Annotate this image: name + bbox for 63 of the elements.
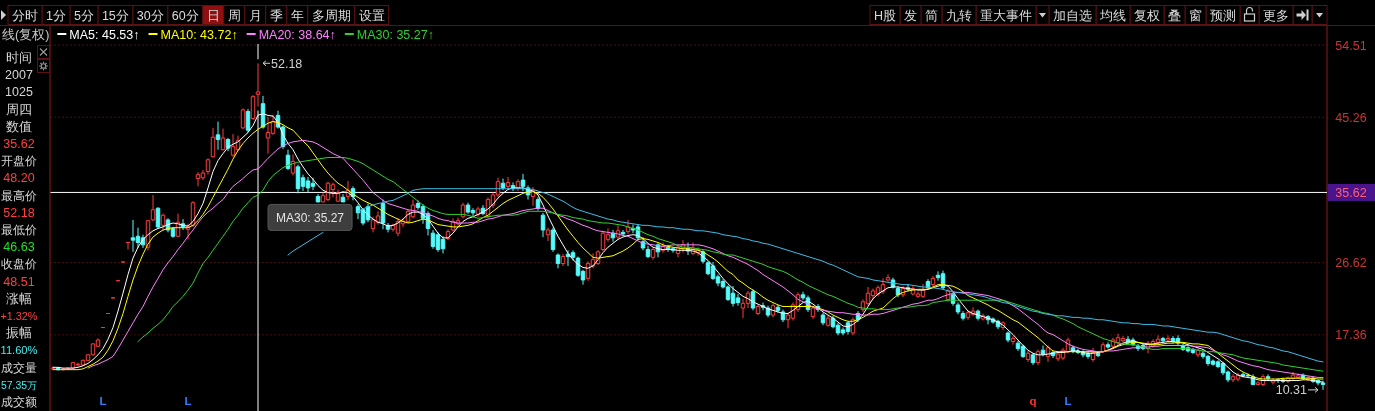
text: 复权 [1134,9,1160,23]
text: 35.62 [3,137,35,151]
ref-line-label: 35.62 [1335,185,1367,200]
text: 1025 [5,85,33,100]
annotation: L [99,395,107,407]
annotation: 52.18 [271,56,303,71]
text: 成交额 [1,395,37,409]
text: 叠 [1168,9,1181,23]
text: 季 [269,9,283,23]
text: 数值 [6,119,32,134]
text: 46.63 [3,240,35,255]
text: 最低价 [1,223,37,237]
text: 年 [290,9,304,23]
text: 九转 [946,9,972,23]
text: 设置 [358,9,385,23]
legend-label: MA20: 38.64↑ [258,27,336,42]
text: 加自选 [1053,9,1092,23]
text: 60分 [171,9,199,23]
text: +1.32% [0,310,38,322]
annotation: q [1029,395,1037,407]
text: 多周期 [311,9,351,23]
text: 分时 [12,9,38,23]
text: 简 [925,9,938,23]
y-tick-label: 17.36 [1335,328,1367,343]
text: 时间 [6,51,32,65]
annotation: 10.31 [1275,383,1308,398]
text: 线(复权) [2,27,50,42]
text: 日 [206,9,220,23]
text: 预测 [1210,9,1236,23]
text: 52.18 [3,205,35,220]
text: 周四 [6,102,32,117]
text: 最高价 [1,188,37,203]
annotation: L [184,395,192,407]
text: 48.51 [3,274,35,289]
legend-label: MA5: 45.53↑ [69,27,140,42]
text: 更多 [1263,9,1289,23]
text: 周 [227,9,241,23]
text: 1分 [46,9,66,23]
text: 涨幅 [6,291,32,306]
text: 15分 [101,9,129,23]
text: 开盘价 [1,154,37,169]
annotation: L [1064,395,1072,407]
text: 发 [904,9,917,23]
text: 收盘价 [1,257,37,272]
text: 57.35万 [0,379,38,391]
text: 成交量 [1,360,37,375]
y-tick-label: 45.26 [1335,110,1367,125]
legend-label: MA30: 35.27↑ [356,27,434,42]
text: 均线 [1099,9,1126,23]
legend-label: MA10: 43.72↑ [160,27,238,42]
text: 重大事件 [980,9,1032,23]
text: 48.20 [3,171,35,186]
text: 振幅 [6,326,32,341]
y-tick-label: 54.51 [1335,38,1367,53]
text: 2007 [5,68,33,83]
text: 11.60% [0,344,38,357]
y-tick-label: 26.62 [1335,256,1367,271]
text: 5分 [73,9,94,23]
text: 窗 [1189,8,1202,23]
annotation: MA30: 35.27 [276,210,345,225]
text: H股 [873,9,896,23]
text: 30分 [136,9,164,23]
text: 月 [248,9,262,23]
